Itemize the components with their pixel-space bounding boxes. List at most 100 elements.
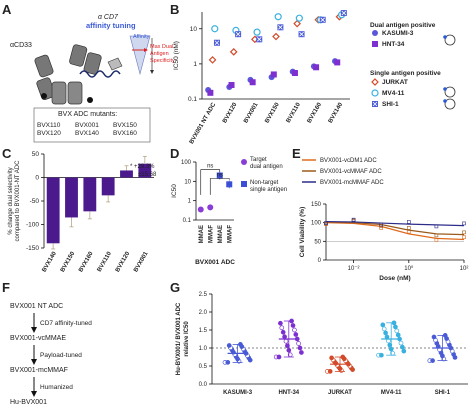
legend-b-title-dual: Dual antigen positive bbox=[370, 22, 436, 29]
chart-b: 0.1 1 10 IC50 (nM) BVX001 NT ADC BVX120 BVX001… bbox=[173, 10, 456, 145]
y-tick-label: 0 bbox=[318, 258, 322, 264]
x-tick-label: 10² bbox=[460, 266, 469, 272]
y-tick-label: 1 bbox=[193, 61, 197, 68]
y-tick-label: 2.5 bbox=[199, 292, 208, 298]
cell-icon bbox=[444, 86, 456, 98]
legend-label: Target bbox=[250, 157, 267, 163]
data-point bbox=[282, 334, 287, 340]
data-point bbox=[384, 334, 390, 340]
data-point bbox=[379, 226, 383, 230]
data-point bbox=[431, 334, 437, 340]
data-point bbox=[407, 220, 411, 224]
data-point bbox=[394, 328, 400, 334]
data-point bbox=[395, 332, 401, 338]
flow-arrow-label: CD7 affinity-tuned bbox=[40, 320, 92, 327]
x-tick-label: KASUMI-3 bbox=[223, 390, 253, 396]
flow-arrow-head bbox=[31, 359, 37, 365]
panel-letter-a: A bbox=[2, 2, 12, 17]
x-tick-label: HNT-34 bbox=[278, 390, 299, 396]
data-point-x bbox=[299, 31, 304, 37]
cd7-label: α CD7 bbox=[98, 14, 118, 21]
legend-marker bbox=[372, 30, 378, 36]
flow-step: BVX001 NT ADC bbox=[10, 303, 64, 310]
data-point bbox=[207, 204, 214, 211]
legend-label: KASUMI-3 bbox=[382, 30, 414, 37]
data-point bbox=[462, 230, 466, 235]
data-point bbox=[462, 235, 466, 240]
flow-arrow-label: Humanized bbox=[40, 384, 73, 391]
data-point bbox=[387, 342, 393, 348]
data-point bbox=[272, 32, 280, 41]
y-tick-label: 2.0 bbox=[199, 310, 208, 316]
x-tick-label: SHI-1 bbox=[435, 390, 451, 396]
data-point bbox=[228, 82, 235, 89]
y-axis-label: IC50 (nM) bbox=[173, 41, 180, 70]
y-axis-label: Hu-BVX001/ BVX001 ADC bbox=[176, 302, 182, 375]
y-tick-label: 0.5 bbox=[199, 364, 208, 370]
y-axis-label: Cell Viability (%) bbox=[299, 207, 306, 257]
mutant-name: BVX001 bbox=[75, 122, 99, 129]
data-point bbox=[434, 224, 439, 229]
chart-c: -150 -100 -50 0 50 % change dual selectivity c… bbox=[8, 151, 157, 273]
data-point bbox=[297, 345, 303, 351]
x-tick-label: BVX160 bbox=[307, 101, 324, 124]
y-tick-label: 1 bbox=[188, 199, 192, 205]
data-point bbox=[295, 14, 303, 22]
data-point bbox=[379, 352, 384, 358]
data-point bbox=[398, 340, 404, 346]
y-tick-label: 0.1 bbox=[188, 96, 197, 103]
bar bbox=[120, 170, 133, 178]
mutant-name: BVX110 bbox=[37, 122, 61, 129]
panel-letter-b: B bbox=[170, 2, 180, 17]
x-axis-label: Dose (nM) bbox=[379, 275, 410, 282]
y-tick-label: 10 bbox=[190, 26, 198, 33]
data-point bbox=[386, 338, 391, 344]
data-point bbox=[274, 13, 282, 21]
y-tick-label: 0 bbox=[35, 175, 39, 182]
annotation: ±15.68 bbox=[138, 172, 157, 178]
data-point bbox=[299, 350, 304, 355]
cd7-arm bbox=[69, 44, 102, 75]
flow-step: BVX001-vcMMAE bbox=[10, 335, 67, 342]
chart-g: 0.0 0.5 1.0 1.5 2.0 2.5 Hu-BVX001/ BVX001 ADC r… bbox=[176, 292, 468, 396]
data-point bbox=[285, 343, 290, 349]
bar bbox=[83, 177, 97, 212]
data-point bbox=[226, 343, 232, 348]
data-point bbox=[329, 355, 334, 361]
affinity-wedge bbox=[129, 35, 151, 76]
data-point bbox=[280, 329, 286, 335]
data-point bbox=[279, 325, 285, 331]
data-point-x bbox=[256, 37, 262, 42]
x-tick-label: MV4-11 bbox=[381, 390, 402, 396]
x-tick-label: BVX140 bbox=[328, 101, 345, 124]
data-point bbox=[225, 360, 231, 365]
data-point bbox=[407, 226, 411, 230]
panel-letter-f: F bbox=[2, 280, 10, 295]
cd33-label: αCD33 bbox=[10, 42, 32, 49]
x-tick-label: 10⁻² bbox=[348, 266, 360, 272]
mutant-name: BVX160 bbox=[113, 130, 137, 137]
x-tick-label: BVX160 bbox=[78, 250, 95, 273]
legend-marker bbox=[371, 89, 379, 97]
panel-letter-e: E bbox=[292, 146, 301, 161]
data-point bbox=[292, 327, 297, 333]
max-arrow-head bbox=[144, 48, 148, 52]
y-tick-label: 0.0 bbox=[199, 382, 208, 388]
affinity-label: Affinity bbox=[133, 34, 150, 40]
data-point bbox=[276, 354, 282, 360]
payload-dot bbox=[41, 93, 47, 99]
affinity-arrow-head bbox=[150, 70, 154, 74]
x-tick-label: 10⁰ bbox=[404, 265, 414, 272]
data-point bbox=[291, 69, 298, 76]
legend-label: BVX001-mcMMAF ADC bbox=[320, 180, 384, 186]
mutants-title: BVX ADC mutants: bbox=[58, 111, 118, 118]
data-point bbox=[313, 64, 320, 71]
y-tick-label: 10 bbox=[184, 179, 191, 185]
y-axis-label: IC50 bbox=[171, 184, 178, 198]
data-point bbox=[293, 19, 301, 28]
data-point bbox=[334, 59, 341, 66]
data-point bbox=[270, 71, 277, 78]
y-tick-label: 1.5 bbox=[199, 328, 208, 334]
data-point bbox=[327, 369, 333, 374]
legend-label: single antigen bbox=[250, 187, 287, 193]
